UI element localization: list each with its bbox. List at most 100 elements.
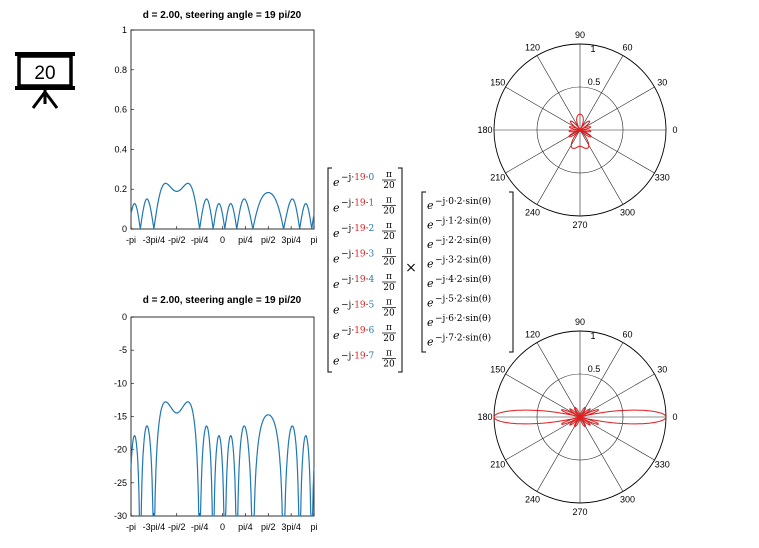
steer-factor: 19: [354, 275, 366, 285]
xtick-label: -pi: [126, 235, 136, 245]
frac-denominator: 20: [383, 258, 395, 268]
exp-base: e: [427, 238, 434, 251]
exp-prefix: −j·: [341, 275, 354, 285]
steer-factor: 19: [354, 173, 366, 183]
xtick-label: -pi/2: [168, 235, 186, 245]
db-plot-title: d = 2.00, steering angle = 19 pi/20: [143, 295, 302, 306]
polar-angle-label: 180: [477, 125, 492, 135]
polar-angle-label: 270: [572, 507, 587, 517]
dot: ·: [366, 326, 369, 336]
polar-angle-label: 150: [490, 78, 505, 88]
frac-numerator: π: [386, 349, 392, 359]
polar-radial-label: 0.5: [588, 364, 601, 374]
exp-base: e: [427, 199, 434, 212]
array-row: e −j·1·2·sin(θ): [427, 216, 491, 232]
steering-row: e −j·19·3 π20: [333, 247, 396, 268]
steering-row: e −j·19·1 π20: [333, 196, 396, 217]
polar-angle-label: 270: [572, 220, 587, 230]
ytick-label: 0.6: [114, 105, 127, 115]
frac-denominator: 20: [383, 181, 395, 191]
right-bracket-open: [421, 191, 426, 353]
exp-prefix: −j·: [341, 301, 354, 311]
exp-power: −j·19·1: [341, 199, 374, 209]
polar-angle-label: 60: [622, 43, 632, 53]
ytick-label: 0: [122, 312, 127, 322]
array-row: e −j·0·2·sin(θ): [427, 196, 491, 212]
polar-pattern-plot-bottom: 0 30 60 90 120 150 180 210 240 270 300 330 0.5 1: [477, 317, 677, 517]
polar-angle-label: 240: [525, 207, 540, 217]
db-plot-yticks: -30 -25 -20 -15 -10 -5 0: [114, 312, 134, 521]
steering-row: e −j·19·4 π20: [333, 272, 396, 293]
exp-base: e: [427, 297, 434, 310]
frac-denominator: 20: [383, 334, 395, 344]
polar-angle-label: 150: [490, 365, 505, 375]
polar-radial-label: 1: [590, 44, 595, 54]
steering-row: e −j·19·6 π20: [333, 323, 396, 344]
frac-denominator: 20: [383, 207, 395, 217]
exp-base: e: [333, 329, 340, 342]
exp-prefix: −j·: [341, 199, 354, 209]
right-bracket-close: [509, 191, 514, 353]
xtick-label: pi/2: [261, 235, 276, 245]
steering-row: e −j·19·0 π20: [333, 170, 396, 191]
ytick-label: -25: [114, 478, 127, 488]
polar-angle-label: 210: [490, 173, 505, 183]
ytick-label: 0.2: [114, 184, 127, 194]
frac-denominator: 20: [383, 283, 395, 293]
steer-factor: 19: [354, 250, 366, 260]
exp-base: e: [427, 258, 434, 271]
dot: ·: [366, 173, 369, 183]
xtick-label: pi/4: [238, 235, 253, 245]
exp-power: −j·0·2·sin(θ): [435, 196, 491, 207]
array-row: e −j·6·2·sin(θ): [427, 313, 491, 329]
element-index: 3: [369, 250, 375, 260]
db-pattern-line: [130, 401, 315, 517]
ytick-label: -15: [114, 412, 127, 422]
array-row: e −j·5·2·sin(θ): [427, 294, 491, 310]
linear-pattern-plot: d = 2.00, steering angle = 19 pi/20 0 0.2…: [114, 10, 317, 245]
linear-plot-title: d = 2.00, steering angle = 19 pi/20: [143, 10, 302, 21]
ytick-label: 1: [122, 25, 127, 35]
dot: ·: [366, 250, 369, 260]
ytick-label: 0.8: [114, 65, 127, 75]
frac-denominator: 20: [383, 309, 395, 319]
exp-power: −j·6·2·sin(θ): [435, 313, 491, 324]
xtick-label: 3pi/4: [281, 522, 301, 532]
polar-pattern-plot-top: 0 30 60 90 120 150 180 210 240 270 300 330 0.5 1: [477, 30, 677, 230]
ytick-label: -10: [114, 378, 127, 388]
exp-base: e: [333, 202, 340, 215]
element-index: 5: [369, 301, 375, 311]
polar-angle-label: 210: [490, 460, 505, 470]
array-row: e −j·7·2·sin(θ): [427, 333, 491, 349]
exp-power: −j·7·2·sin(θ): [435, 333, 491, 344]
exp-base: e: [333, 227, 340, 240]
steering-row: e −j·19·7 π20: [333, 349, 396, 370]
xtick-label: pi: [310, 522, 317, 532]
frac-numerator: π: [386, 247, 392, 257]
dot: ·: [366, 224, 369, 234]
polar-angle-label: 120: [525, 330, 540, 340]
polar-pattern-line: [493, 406, 667, 428]
steer-factor: 19: [354, 301, 366, 311]
ytick-label: -30: [114, 511, 127, 521]
times-operator: ×: [405, 260, 417, 276]
xtick-label: -pi/4: [191, 235, 209, 245]
exp-power: −j·19·6: [341, 326, 375, 336]
exp-power: −j·1·2·sin(θ): [435, 216, 491, 227]
polar-angle-label: 90: [575, 30, 585, 40]
polar-angle-label: 180: [477, 412, 492, 422]
frac-numerator: π: [386, 323, 392, 333]
frac-denominator: 20: [383, 360, 395, 370]
exp-power: −j·4·2·sin(θ): [435, 274, 491, 285]
frac-numerator: π: [386, 298, 392, 308]
exp-prefix: −j·: [341, 173, 354, 183]
polar-angle-label: 330: [655, 173, 670, 183]
exp-power: −j·19·5: [341, 301, 375, 311]
element-index: 1: [369, 199, 375, 209]
exp-base: e: [333, 253, 340, 266]
polar-angle-label: 0: [672, 125, 677, 135]
polar-angle-label: 0: [672, 412, 677, 422]
exp-power: −j·19·2: [341, 224, 374, 234]
steer-factor: 19: [354, 352, 366, 362]
